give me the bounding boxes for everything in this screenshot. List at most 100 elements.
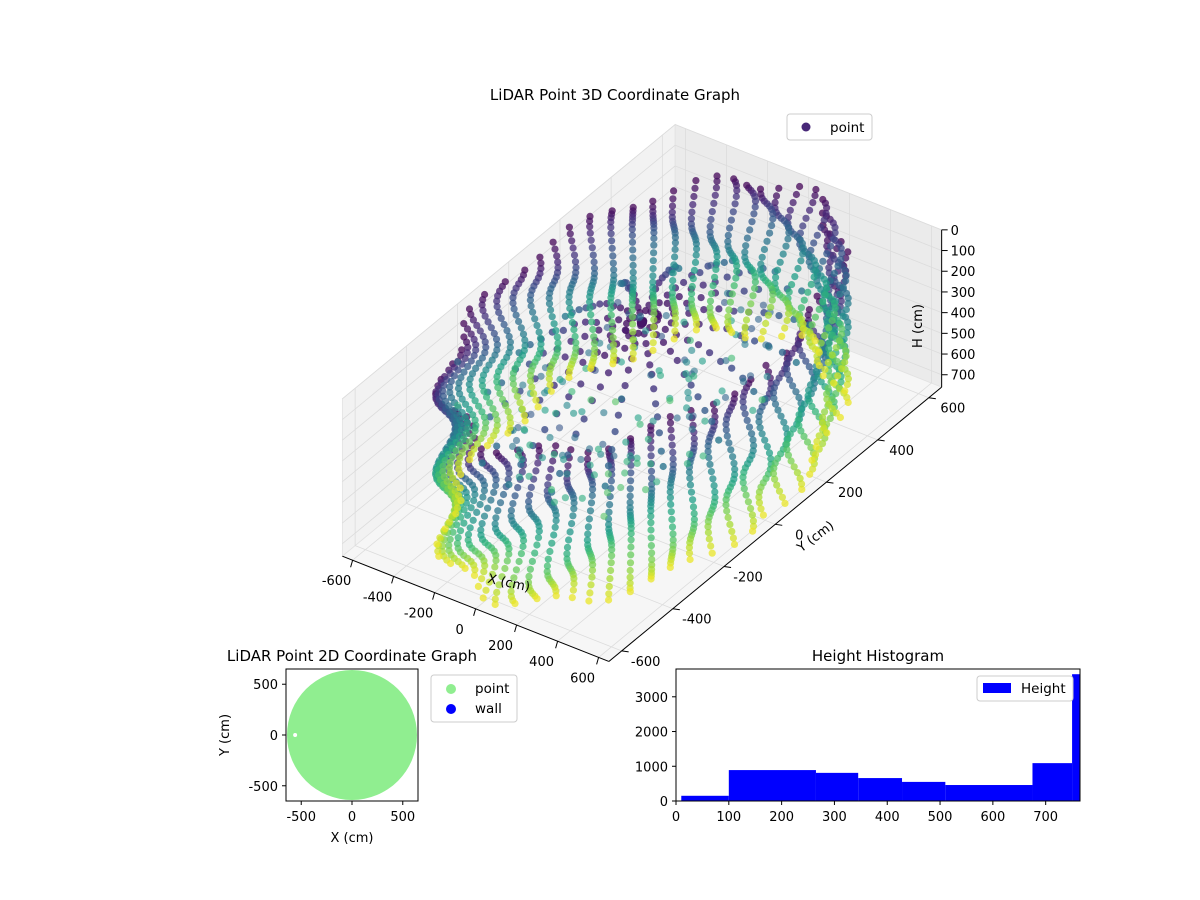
point-3d bbox=[842, 277, 850, 285]
point-3d bbox=[621, 326, 629, 334]
grid-z-back bbox=[675, 248, 942, 355]
point-3d bbox=[556, 469, 564, 478]
point-3d bbox=[723, 273, 731, 281]
point-3d bbox=[804, 392, 812, 400]
point-3d bbox=[821, 332, 829, 340]
point-3d bbox=[537, 372, 545, 380]
point-3d bbox=[527, 377, 535, 385]
grid-z-left bbox=[342, 124, 676, 400]
point-3d bbox=[669, 277, 677, 285]
x-tick-label: -400 bbox=[363, 590, 393, 605]
point-3d bbox=[701, 406, 709, 415]
point-3d bbox=[720, 258, 728, 267]
point-3d bbox=[505, 545, 513, 553]
point-3d bbox=[844, 248, 852, 256]
point-3d bbox=[627, 469, 635, 477]
point-3d bbox=[497, 314, 505, 322]
point-3d bbox=[806, 381, 815, 389]
point-3d bbox=[742, 316, 751, 324]
x-tick-label: -600 bbox=[322, 574, 352, 589]
point-3d bbox=[652, 400, 660, 408]
point-3d bbox=[744, 498, 753, 506]
point-3d bbox=[609, 341, 618, 349]
point-3d bbox=[830, 269, 838, 277]
point-3d bbox=[708, 549, 716, 557]
point-3d bbox=[476, 500, 484, 509]
point-3d bbox=[804, 288, 812, 296]
point-3d bbox=[831, 229, 839, 237]
point-3d bbox=[769, 470, 778, 478]
point-3d bbox=[609, 360, 617, 368]
point-3d bbox=[626, 492, 634, 500]
point-3d bbox=[491, 410, 500, 418]
point-3d bbox=[479, 493, 487, 501]
chart-2d: LiDAR Point 2D Coordinate Graph -500 0 500… bbox=[218, 647, 518, 846]
point-3d bbox=[748, 430, 756, 438]
point-3d bbox=[802, 214, 810, 222]
point-3d bbox=[445, 541, 453, 550]
point-3d bbox=[647, 507, 655, 515]
point-3d bbox=[828, 351, 836, 359]
point-3d bbox=[525, 497, 533, 506]
point-3d bbox=[795, 411, 803, 419]
point-3d bbox=[467, 504, 475, 512]
point-3d bbox=[585, 597, 593, 605]
point-3d bbox=[546, 547, 554, 556]
point-3d bbox=[809, 199, 817, 207]
point-3d bbox=[533, 321, 541, 330]
point-3d bbox=[532, 396, 540, 404]
point-3d bbox=[692, 326, 701, 334]
point-3d bbox=[650, 234, 658, 242]
point-3d bbox=[670, 335, 678, 343]
point-3d bbox=[453, 504, 461, 512]
z-tick-label: 600 bbox=[951, 348, 976, 363]
point-3d bbox=[812, 266, 820, 275]
point-3d bbox=[794, 341, 803, 349]
point-3d bbox=[687, 215, 696, 223]
point-3d bbox=[534, 459, 542, 467]
point-3d bbox=[610, 347, 618, 355]
x-tick bbox=[473, 608, 477, 616]
point-3d bbox=[671, 320, 679, 328]
point-3d bbox=[509, 294, 517, 302]
point-3d bbox=[577, 455, 585, 464]
point-3d bbox=[783, 360, 791, 368]
point-3d bbox=[728, 328, 736, 337]
point-3d bbox=[706, 297, 715, 305]
point-3d bbox=[481, 312, 489, 320]
point-3d bbox=[610, 452, 618, 460]
point-3d bbox=[515, 557, 523, 566]
point-3d bbox=[536, 334, 545, 342]
point-3d bbox=[758, 430, 766, 438]
point-3d bbox=[806, 206, 814, 214]
point-3d bbox=[526, 491, 534, 499]
point-3d bbox=[807, 443, 815, 452]
point-3d bbox=[458, 409, 466, 417]
point-3d bbox=[538, 454, 547, 462]
point-3d bbox=[668, 433, 676, 442]
point-3d bbox=[669, 195, 677, 203]
point-3d bbox=[452, 510, 460, 518]
point-3d bbox=[626, 573, 634, 581]
point-3d bbox=[711, 488, 719, 496]
y-tick-label: -400 bbox=[682, 613, 712, 628]
point-3d bbox=[747, 504, 755, 513]
point-3d bbox=[491, 595, 499, 603]
point-3d bbox=[547, 486, 556, 494]
histogram-title: Height Histogram bbox=[812, 647, 944, 665]
point-3d bbox=[783, 316, 791, 325]
point-3d bbox=[713, 252, 721, 261]
point-3d bbox=[785, 304, 793, 312]
point-3d bbox=[778, 348, 787, 356]
point-3d bbox=[560, 455, 568, 464]
point-3d bbox=[590, 333, 598, 341]
chart-3d-legend-marker-point bbox=[801, 122, 811, 132]
chart-2d-legend-marker-wall bbox=[446, 704, 456, 714]
point-3d bbox=[492, 514, 500, 522]
point-3d bbox=[527, 291, 535, 299]
point-3d bbox=[726, 224, 734, 232]
point-3d bbox=[482, 419, 490, 427]
point-3d bbox=[722, 426, 730, 434]
point-3d bbox=[607, 223, 615, 231]
point-3d bbox=[577, 380, 585, 388]
